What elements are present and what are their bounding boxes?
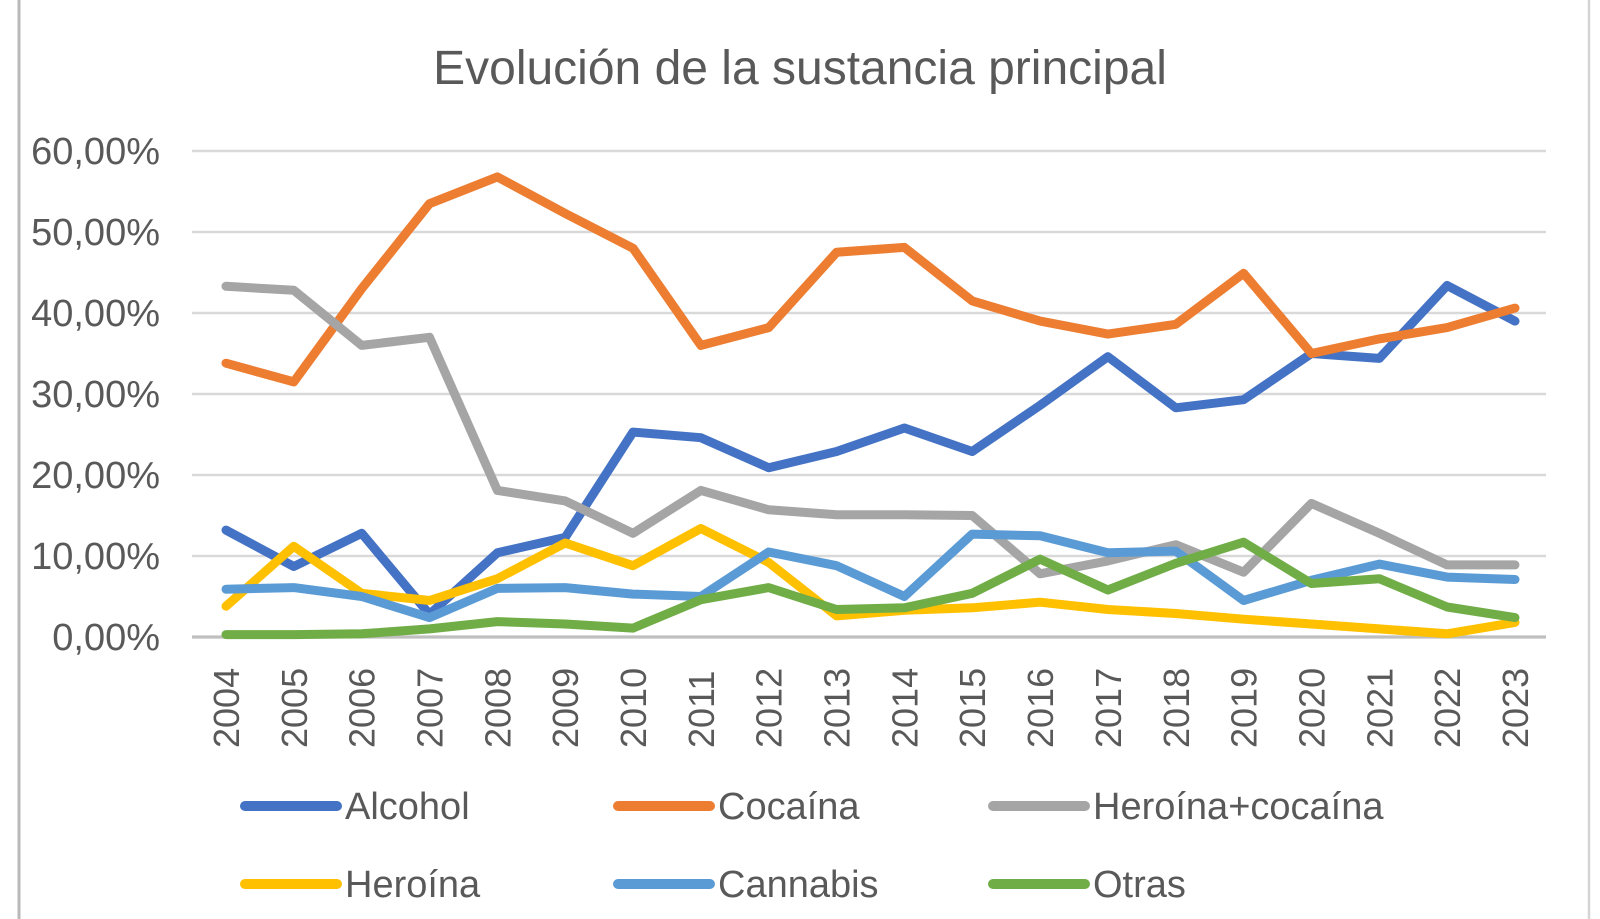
series-line-cannabis	[221, 529, 1520, 623]
series-line-alcohol	[221, 281, 1520, 619]
y-tick-label: 50,00%	[31, 212, 160, 254]
series-line-hero-na-coca-na	[221, 281, 1520, 579]
y-tick-label: 30,00%	[31, 374, 160, 416]
legend-item-coca-na: Cocaína	[613, 786, 860, 828]
legend-label-cannabis: Cannabis	[718, 864, 879, 906]
series-line-coca-na	[221, 172, 1520, 387]
x-tick-label-2011: 2011	[681, 671, 722, 748]
legend: Alcohol Cocaína Heroína+cocaína Heroína Cann…	[240, 786, 1384, 906]
x-tick-label-2010: 2010	[613, 668, 654, 748]
x-tick-label-2008: 2008	[477, 668, 518, 748]
legend-item-hero-na: Heroína	[240, 864, 481, 906]
x-tick-label-2023: 2023	[1495, 668, 1536, 748]
y-tick-label: 10,00%	[31, 536, 160, 578]
legend-label-hero-na: Heroína	[345, 864, 481, 906]
legend-item-cannabis: Cannabis	[613, 864, 879, 906]
y-tick-label: 20,00%	[31, 455, 160, 497]
legend-label-otras: Otras	[1093, 864, 1186, 906]
x-tick-label-2009: 2009	[545, 668, 586, 748]
y-tick-label: 40,00%	[31, 293, 160, 335]
gridlines	[192, 149, 1546, 639]
legend-item-hero-na-coca-na: Heroína+cocaína	[988, 786, 1384, 828]
legend-item-otras: Otras	[988, 864, 1186, 906]
x-tick-label-2012: 2012	[749, 668, 790, 748]
y-tick-label: 60,00%	[31, 131, 160, 173]
x-tick-label-2006: 2006	[342, 668, 383, 748]
series-line-otras	[221, 537, 1520, 640]
x-tick-label-2015: 2015	[952, 668, 993, 748]
x-tick-label-2019: 2019	[1224, 668, 1265, 748]
x-tick-label-2013: 2013	[817, 668, 858, 748]
x-tick-label-2014: 2014	[884, 668, 925, 748]
legend-item-alcohol: Alcohol	[240, 786, 470, 828]
x-tick-label-2016: 2016	[1020, 668, 1061, 748]
x-tick-label-2004: 2004	[206, 668, 247, 748]
legend-label-coca-na: Cocaína	[718, 786, 860, 828]
x-tick-label-2005: 2005	[274, 668, 315, 748]
x-axis-labels: 2004 2005 2006 2007 2008 2009 2010 2011 2012 2013…	[206, 668, 1536, 748]
legend-label-hero-na-coca-na: Heroína+cocaína	[1093, 786, 1384, 828]
x-tick-label-2018: 2018	[1156, 668, 1197, 748]
chart-title: Evolución de la sustancia principal	[433, 42, 1167, 95]
legend-label-alcohol: Alcohol	[345, 786, 470, 828]
x-tick-label-2017: 2017	[1088, 668, 1129, 748]
x-tick-label-2021: 2021	[1359, 668, 1400, 748]
y-axis-labels: 60,00% 50,00% 40,00% 30,00% 20,00% 10,00% 0,00…	[31, 131, 160, 659]
x-tick-label-2022: 2022	[1427, 668, 1468, 748]
y-tick-label: 0,00%	[52, 617, 160, 659]
x-tick-label-2007: 2007	[410, 668, 451, 748]
series-lines	[221, 172, 1520, 640]
x-tick-label-2020: 2020	[1291, 668, 1332, 748]
